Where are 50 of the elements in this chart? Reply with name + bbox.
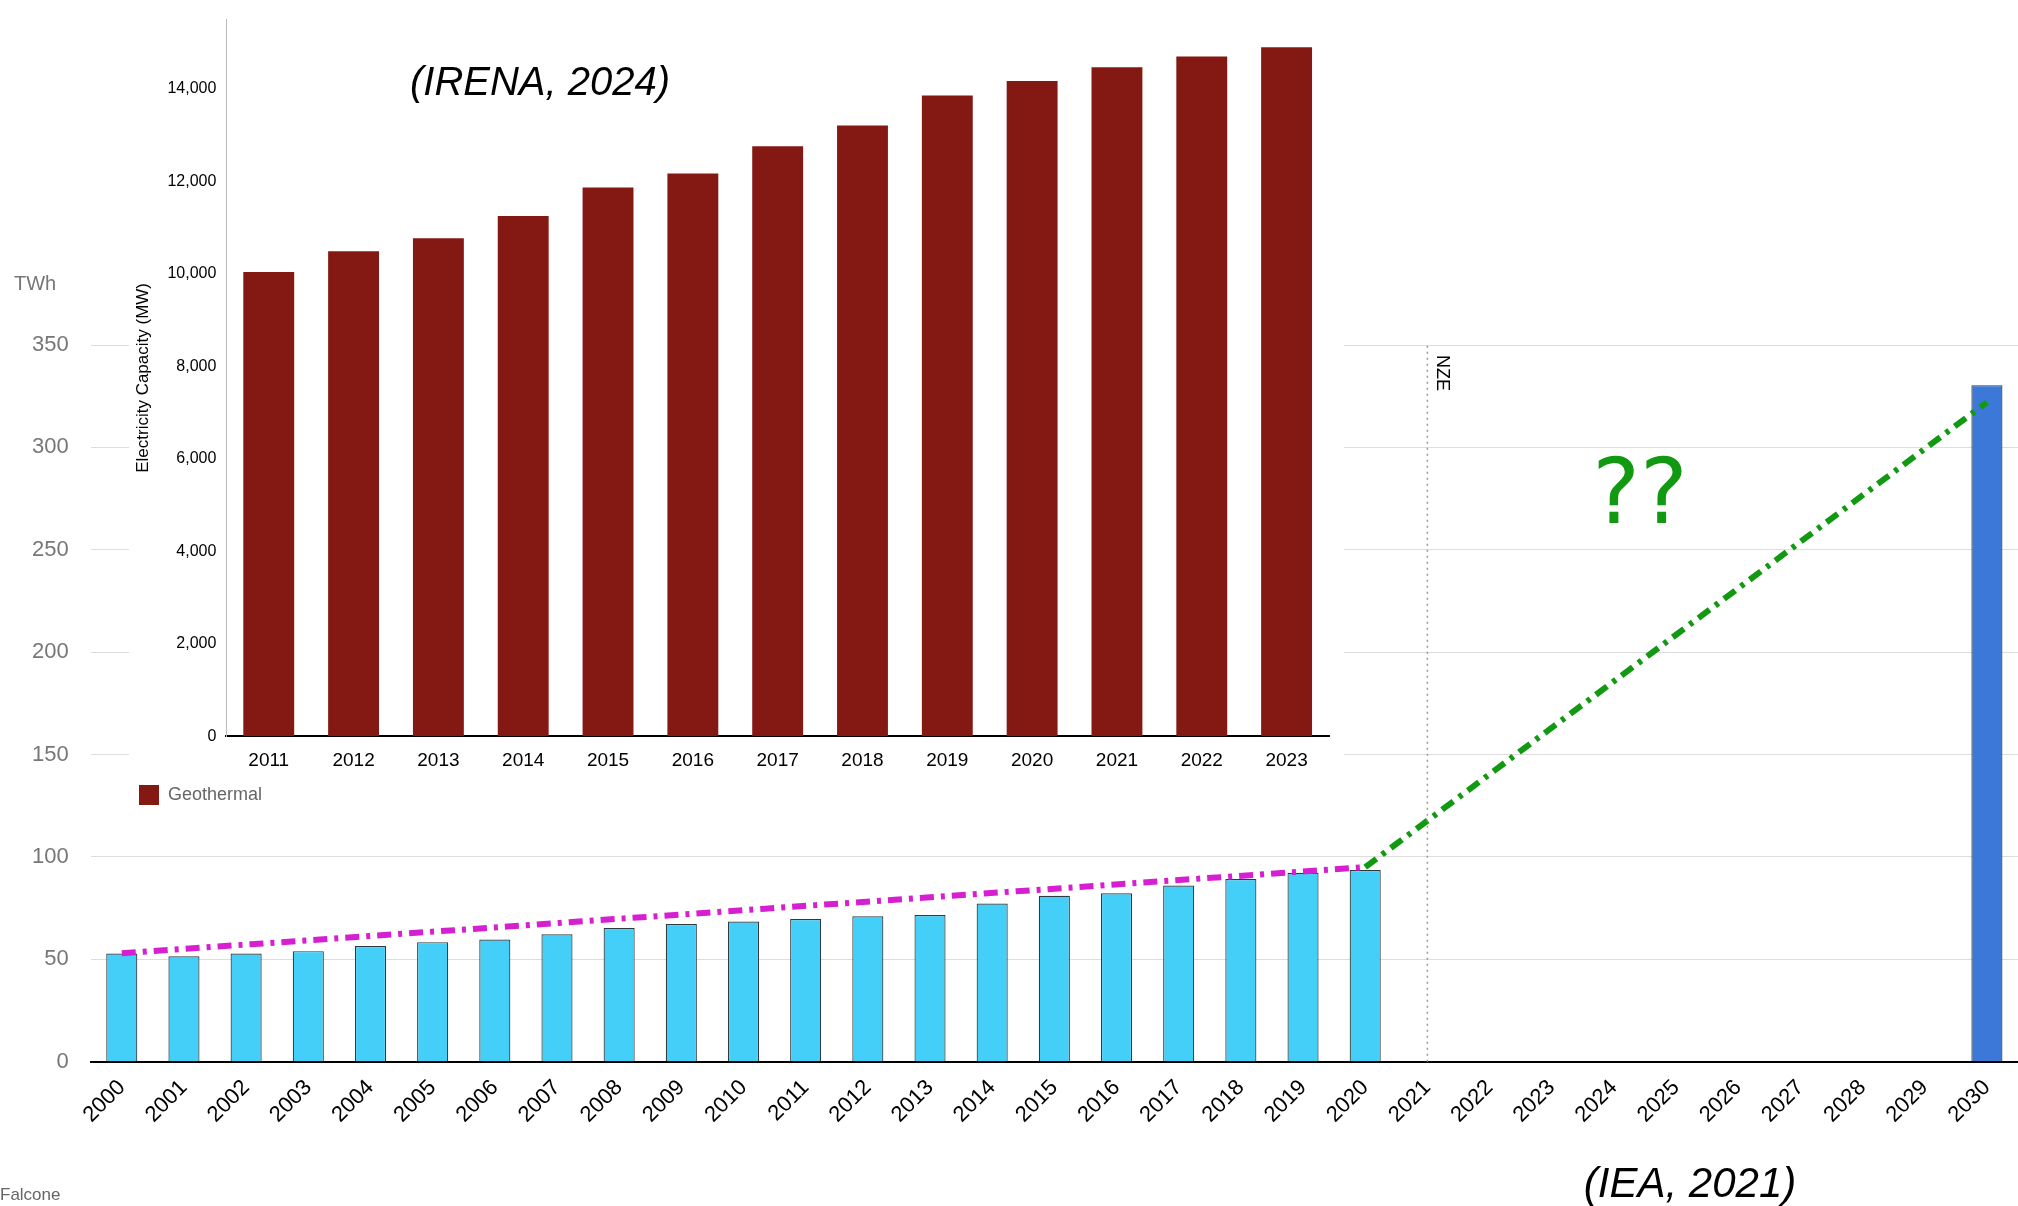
y-tick-label: 50 — [44, 945, 69, 971]
bar — [328, 251, 380, 737]
x-tick-label: 2015 — [586, 748, 630, 770]
y-tick-label: 12,000 — [167, 171, 217, 189]
x-tick-label: 2017 — [756, 748, 799, 770]
x-tick-label: 2020 — [1010, 748, 1054, 770]
bar — [243, 272, 295, 737]
y-tick-label: 2,000 — [176, 634, 217, 652]
bar — [921, 95, 973, 737]
y-tick-label: 6,000 — [176, 449, 217, 467]
y-tick-label: 200 — [31, 638, 69, 664]
bar — [582, 187, 634, 737]
x-tick-label: 2019 — [926, 748, 969, 770]
x-tick-label: 2023 — [1265, 748, 1308, 770]
y-axis-title: TWh — [14, 272, 57, 294]
y-tick-label: 10,000 — [167, 264, 217, 282]
bar — [1261, 47, 1313, 737]
bar — [667, 173, 719, 737]
y-tick-label: 100 — [31, 843, 69, 869]
annotation: (IRENA, 2024) — [409, 59, 671, 104]
ref-line-label: NZE — [1433, 355, 1454, 391]
legend-label: Geothermal — [168, 783, 263, 804]
y-axis-title: Electricity Capacity (MW) — [132, 282, 152, 473]
x-tick-label: 2013 — [417, 748, 460, 770]
x-tick-label: 2021 — [1095, 748, 1139, 770]
x-tick-label: 2012 — [332, 748, 375, 770]
y-tick-label: 0 — [56, 1047, 69, 1073]
y-tick-label: 14,000 — [167, 79, 217, 97]
annotation: ?? — [1592, 439, 1688, 545]
y-tick-label: 8,000 — [176, 356, 217, 374]
bar — [1176, 56, 1228, 737]
x-tick-label: 2014 — [502, 748, 545, 770]
y-tick-label: 300 — [31, 433, 69, 459]
bar — [497, 216, 549, 737]
bar — [837, 125, 888, 737]
y-tick-label: 4,000 — [176, 541, 217, 559]
y-tick-label: 150 — [31, 740, 69, 766]
text: (IEA, 2021) — [1583, 1158, 1797, 1206]
y-tick-label: 250 — [31, 535, 69, 561]
bar — [1006, 81, 1058, 737]
x-tick-label: 2018 — [841, 748, 884, 770]
x-tick-label: 2022 — [1180, 748, 1223, 770]
x-tick-label: 2016 — [671, 748, 714, 770]
bar — [752, 146, 804, 737]
bar — [1091, 67, 1143, 737]
y-tick-label: 350 — [31, 331, 69, 357]
text: Falcone — [0, 1184, 61, 1204]
y-tick-label: 0 — [207, 726, 217, 744]
x-tick-label: 2011 — [248, 748, 290, 770]
bar — [412, 238, 464, 737]
